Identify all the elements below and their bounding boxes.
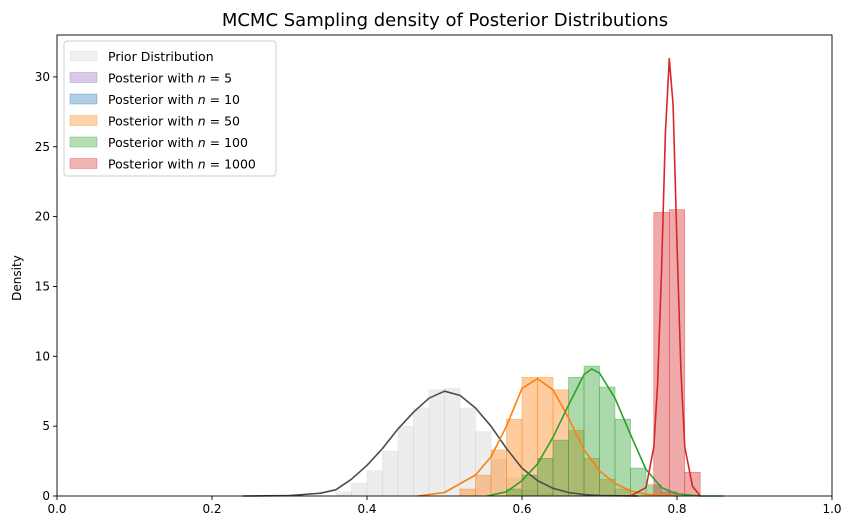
x-tick-label-0: 0.0 <box>47 502 66 516</box>
kde-line-series-5 <box>630 57 701 497</box>
y-axis-label: Density <box>10 255 24 301</box>
hist-bar-series-3-bin-0 <box>459 488 476 497</box>
legend-label-0: Prior Distribution <box>108 49 214 64</box>
axes-frame <box>56 34 833 497</box>
legend-label-1: Posterior with n = 5 <box>108 71 232 86</box>
y-tick-label-0: 0 <box>42 489 50 503</box>
legend: Prior Distribution Posterior with n = 5 Po… <box>63 40 277 177</box>
legend-swatch-2 <box>69 93 98 105</box>
legend-swatch-3 <box>69 115 98 126</box>
x-tick-label-3: 0.6 <box>512 502 531 516</box>
plot-area: 0.0 0.2 0.4 0.6 0.8 1.0 0 5 10 15 20 25 30 <box>35 34 842 516</box>
hist-bar-series-4-bin-4 <box>568 376 585 497</box>
y-tick-label-1: 5 <box>42 419 50 433</box>
legend-swatch-5 <box>69 158 98 169</box>
hist-bar-series-4-bin-3 <box>552 439 569 497</box>
legend-box <box>63 40 277 177</box>
kde-line-series-3 <box>417 377 678 497</box>
legend-label-4: Posterior with n = 100 <box>108 135 248 150</box>
legend-swatch-1 <box>69 72 98 83</box>
legend-label-3: Posterior with n = 50 <box>108 114 240 129</box>
x-tick-label-2: 0.4 <box>357 502 376 516</box>
hist-bar-series-0-bin-7 <box>444 388 461 497</box>
hist-bar-series-4-bin-6 <box>599 386 616 497</box>
x-tick-label-1: 0.2 <box>202 502 221 516</box>
x-tick-label-5: 1.0 <box>822 502 841 516</box>
hist-bar-series-3-bin-2 <box>490 449 507 497</box>
y-tick-label-4: 20 <box>35 210 50 224</box>
hist-bar-series-4-bin-5 <box>583 365 600 497</box>
hist-bar-series-0-bin-1 <box>351 483 368 497</box>
kde-line-series-4 <box>486 368 724 497</box>
hist-bar-series-0-bin-4 <box>397 425 414 497</box>
chart-title: MCMC Sampling density of Posterior Distr… <box>222 10 668 31</box>
hist-bar-series-0-bin-5 <box>413 407 430 497</box>
hist-bar-series-3-bin-1 <box>475 474 492 497</box>
legend-swatch-0 <box>69 50 98 62</box>
x-tick-label-4: 0.8 <box>667 502 686 516</box>
hist-bar-series-0-bin-6 <box>428 389 445 497</box>
y-tick-label-3: 15 <box>35 279 50 293</box>
kde-line-series-0 <box>242 390 639 497</box>
legend-label-2: Posterior with n = 10 <box>108 92 240 107</box>
legend-swatch-4 <box>69 136 98 148</box>
hist-bar-series-4-bin-2 <box>537 457 554 497</box>
legend-label-5: Posterior with n = 1000 <box>108 157 256 172</box>
hist-bar-series-0-bin-0 <box>335 491 352 497</box>
y-tick-label-6: 30 <box>35 70 50 84</box>
hist-bar-series-0-bin-3 <box>382 450 399 497</box>
y-tick-label-2: 10 <box>35 349 50 363</box>
y-tick-label-5: 25 <box>35 140 50 154</box>
hist-bar-series-0-bin-2 <box>366 470 383 497</box>
